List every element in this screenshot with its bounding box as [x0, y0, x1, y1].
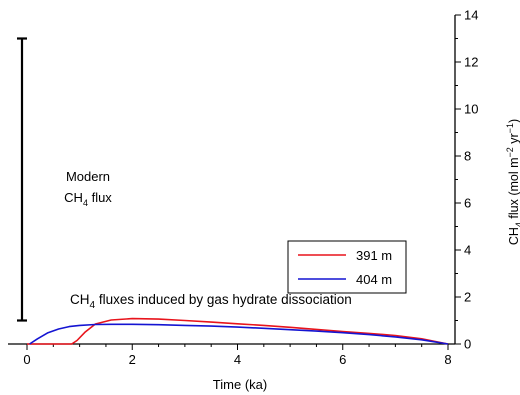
- x-tick-label: 6: [339, 352, 346, 367]
- y-tick-label: 0: [464, 337, 471, 352]
- x-tick-label: 0: [23, 352, 30, 367]
- legend: 391 m 404 m: [287, 240, 407, 294]
- legend-label-404: 404 m: [356, 272, 392, 287]
- annotation-modern-flux: CH4 flux: [64, 190, 112, 208]
- annotation-hydrate-sub: 4: [90, 300, 96, 311]
- y-ticks: 0 2 4 6 8 10 12 14: [455, 8, 478, 352]
- y-label-suffix: ): [507, 119, 520, 123]
- y-label-sup1: −2: [505, 147, 515, 157]
- y-label-mid: flux (mol m: [507, 157, 520, 222]
- y-label-ch: CH: [507, 227, 520, 245]
- x-axis-label: Time (ka): [213, 377, 267, 392]
- x-tick-label: 4: [234, 352, 241, 367]
- y-tick-label: 10: [464, 102, 478, 117]
- y-tick-label: 6: [464, 196, 471, 211]
- annotation-modern-suffix: flux: [88, 190, 112, 205]
- x-tick-label: 2: [129, 352, 136, 367]
- annotation-modern-ch: CH: [64, 190, 83, 205]
- y-label-sub: 4: [514, 222, 520, 227]
- y-tick-label: 8: [464, 149, 471, 164]
- legend-label-391: 391 m: [356, 248, 392, 263]
- annotation-hydrate: CH4 fluxes induced by gas hydrate dissoc…: [70, 292, 352, 311]
- series-line-404-m: [29, 323, 449, 345]
- y-tick-label: 4: [464, 243, 471, 258]
- y-tick-label: 2: [464, 290, 471, 305]
- y-tick-label: 14: [464, 8, 478, 23]
- series-layer: [27, 317, 449, 345]
- series-line-391-m: [27, 317, 449, 345]
- annotation-hydrate-suffix: fluxes induced by gas hydrate dissociati…: [95, 292, 352, 307]
- annotation-hydrate-ch: CH: [70, 292, 90, 307]
- y-tick-label: 12: [464, 55, 478, 70]
- y-label-sup2: −1: [505, 123, 515, 133]
- annotation-modern: Modern: [66, 169, 110, 184]
- annotation-modern-sub: 4: [83, 198, 88, 208]
- modern-flux-range-bar: [17, 37, 27, 322]
- legend-box: [287, 240, 407, 294]
- x-tick-label: 8: [444, 352, 451, 367]
- y-label-mid2: yr: [507, 133, 520, 147]
- x-ticks: 0 2 4 6 8: [23, 344, 452, 367]
- y-axis-label: CH4 flux (mol m−2 yr−1): [505, 119, 520, 245]
